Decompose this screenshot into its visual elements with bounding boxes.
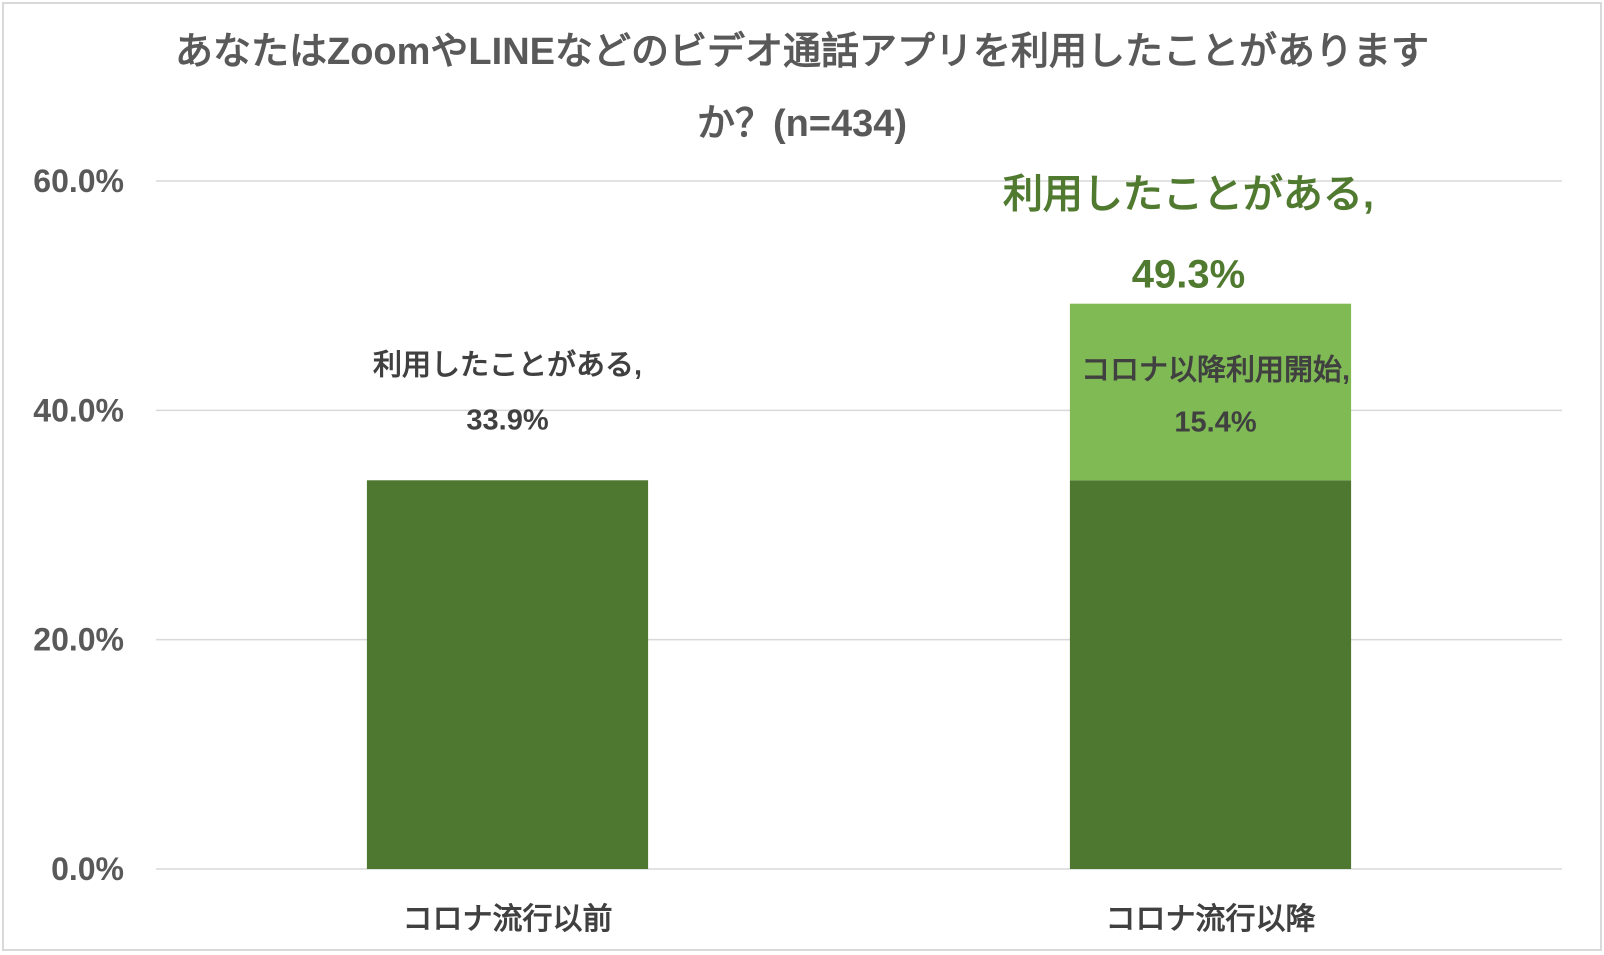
data-label-name: コロナ以降利用開始, [1081,354,1350,387]
data-label-name: 利用したことがある, [373,347,642,381]
x-category-label: コロナ流行以前 [403,903,613,936]
x-category-label: コロナ流行以降 [1106,903,1317,936]
y-tick-label: 60.0% [33,163,124,199]
bar-chart: あなたはZoomやLINEなどのビデオ通話アプリを利用したことがあります か？(… [33,30,1562,936]
data-label-value: 33.9% [466,404,548,436]
data-labels: 利用したことがある, 33.9% コロナ以降利用開始, 15.4% 利用したことがある,… [373,173,1374,439]
bars [366,303,1352,869]
y-tick-label: 20.0% [33,622,124,658]
y-axis-ticks: 0.0% 20.0% 40.0% 60.0% [33,163,124,887]
x-axis-categories: コロナ流行以前 コロナ流行以降 [403,903,1317,936]
y-tick-label: 40.0% [33,392,124,428]
y-tick-label: 0.0% [51,851,124,887]
total-label-value: 49.3% [1132,253,1245,297]
chart-title-line-1: あなたはZoomやLINEなどのビデオ通話アプリを利用したことがあります [175,30,1429,73]
total-label-name: 利用したことがある, [1003,173,1374,217]
bar-series-2 [1069,303,1352,481]
bar-series-1 [366,480,649,869]
data-label-value: 15.4% [1174,407,1256,439]
bar-series-1 [1069,480,1352,869]
chart-title-line-2: か？(n=434) [697,103,907,145]
